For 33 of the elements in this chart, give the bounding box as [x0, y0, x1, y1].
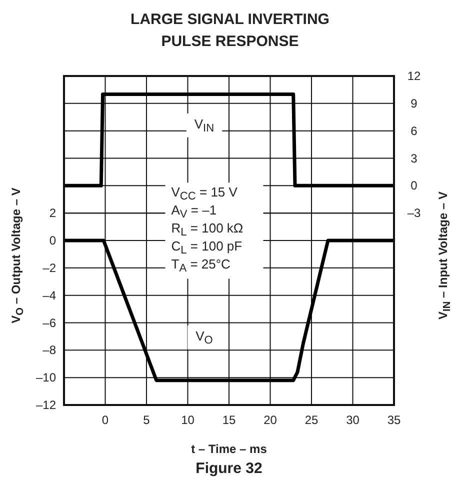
annotation: C$_{L}$ = 100 pF — [171, 238, 242, 256]
caption: Figure 32 — [196, 460, 262, 477]
y2-tick-label: 6 — [410, 124, 418, 138]
y-tick-label: –10 — [36, 370, 56, 385]
annotation: A$_{V}$ = –1 — [171, 202, 217, 220]
y-tick-label: –2 — [42, 260, 56, 275]
chart-title: LARGE SIGNAL INVERTING PULSE RESPONSE — [130, 11, 330, 50]
y2-tick-label: 0 — [410, 178, 418, 193]
y-tick-label: –6 — [42, 316, 56, 330]
y-tick-label: 2 — [49, 206, 56, 220]
x-tick-label: 15 — [222, 413, 236, 427]
annotation: R$_{L}$ = 100 kΩ — [171, 220, 244, 238]
x-tick-label: 30 — [346, 413, 360, 427]
y2-tick-label: 9 — [410, 96, 418, 110]
x-axis-title: t – Time – ms — [191, 442, 268, 456]
text: V$_{O}$ — [196, 328, 214, 346]
series-label: V$_{IN}$ — [194, 116, 214, 134]
x-tick-label: 20 — [264, 413, 278, 427]
x-tick-label: 25 — [304, 413, 318, 427]
y-tick-label: 0 — [49, 234, 56, 248]
x-tick-label: 35 — [387, 413, 401, 427]
y2-tick-label: –3 — [407, 206, 421, 220]
annotation: V$_{CC}$ = 15 V — [171, 184, 238, 202]
x-tick-label: 10 — [181, 413, 195, 427]
y2-tick-label: 12 — [407, 69, 421, 83]
x-tick-label: 0 — [102, 413, 109, 427]
line-series — [62, 238, 396, 382]
y2-tick-label: 3 — [410, 151, 418, 166]
x-tick-label: 5 — [143, 413, 150, 427]
y-tick-label: –4 — [42, 288, 56, 302]
annotation: T$_{A}$ = 25°C — [171, 256, 230, 274]
y-tick-label: –12 — [36, 398, 56, 412]
y-tick-label: –8 — [42, 343, 56, 358]
